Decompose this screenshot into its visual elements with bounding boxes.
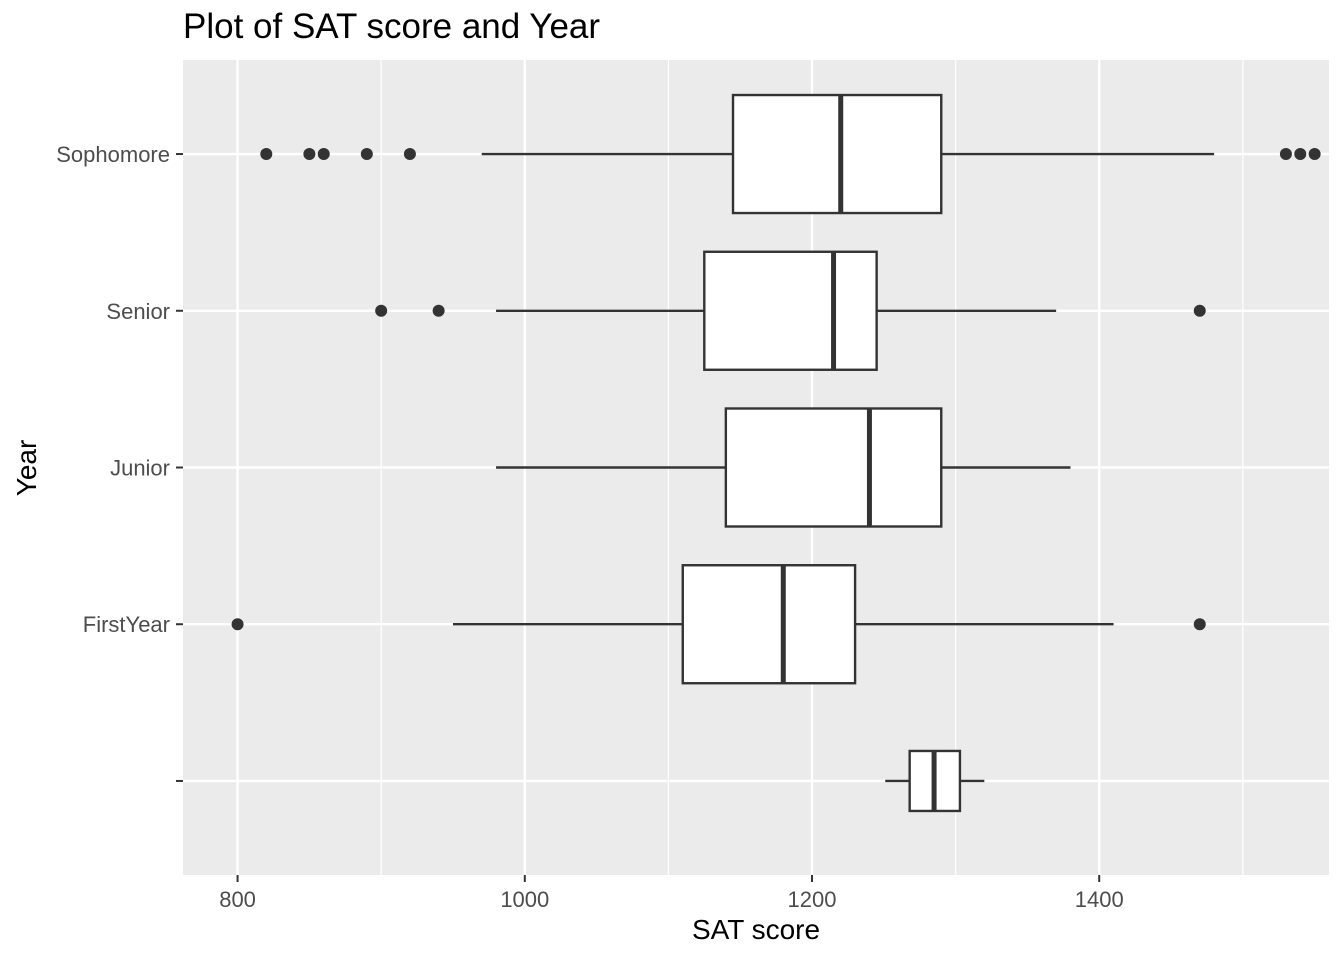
box-iqr xyxy=(681,564,857,685)
y-tick-label: Sophomore xyxy=(56,142,170,167)
outlier-point xyxy=(317,148,330,161)
y-tick-label: Junior xyxy=(110,456,170,481)
outlier-point xyxy=(303,148,316,161)
outlier-point xyxy=(432,304,445,317)
y-tick-label: FirstYear xyxy=(83,612,170,637)
x-tick-label: 1200 xyxy=(788,887,837,912)
outlier-point xyxy=(1308,148,1321,161)
box-blank xyxy=(885,749,985,813)
chart-title: Plot of SAT score and Year xyxy=(183,7,600,46)
axes: 800 1000 1200 1400 FirstYear Junior Senior Soph… xyxy=(56,142,1123,912)
box-iqr xyxy=(703,250,878,371)
x-tick-label: 800 xyxy=(219,887,256,912)
y-axis-title: Year xyxy=(11,440,42,497)
outlier-point xyxy=(403,148,416,161)
box-FirstYear xyxy=(231,564,1206,685)
boxes xyxy=(231,93,1321,813)
outlier-point xyxy=(260,148,273,161)
y-tick-label: Senior xyxy=(106,299,170,324)
outlier-point xyxy=(375,304,388,317)
box-Junior xyxy=(496,407,1071,528)
outlier-point xyxy=(1193,618,1206,631)
box-Senior xyxy=(375,250,1206,371)
outlier-point xyxy=(231,618,244,631)
outlier-point xyxy=(1294,148,1307,161)
x-axis-title: SAT score xyxy=(692,914,820,945)
x-tick-label: 1000 xyxy=(500,887,549,912)
x-tick-label: 1400 xyxy=(1075,887,1124,912)
outlier-point xyxy=(1193,304,1206,317)
box-Sophomore xyxy=(260,93,1321,215)
outlier-point xyxy=(1279,148,1292,161)
box-iqr xyxy=(731,93,943,215)
box-iqr xyxy=(724,407,943,528)
outlier-point xyxy=(360,148,373,161)
